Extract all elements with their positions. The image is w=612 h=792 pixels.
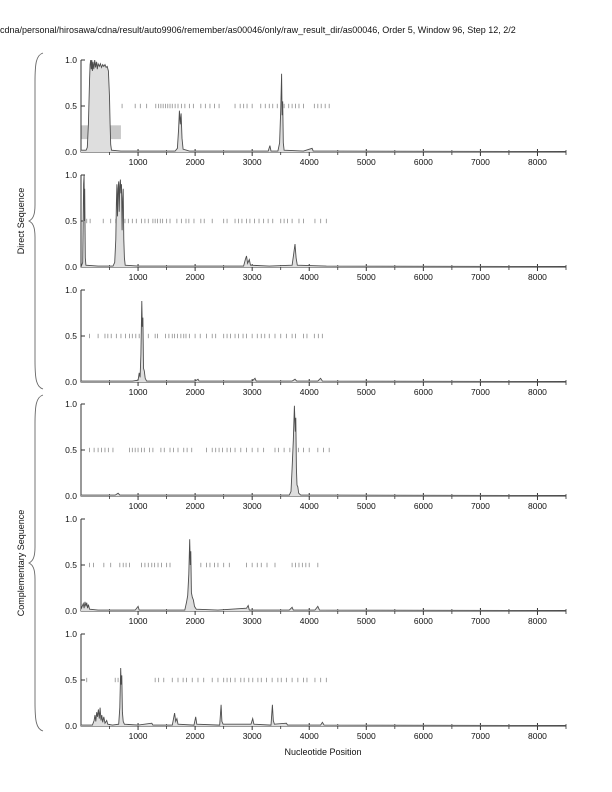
brace-path <box>28 52 44 390</box>
x-tick-label: 3000 <box>243 616 262 626</box>
x-tick-label: 7000 <box>471 501 490 511</box>
y-tick-label: 0.0 <box>65 491 77 501</box>
x-tick-label: 7000 <box>471 272 490 282</box>
x-tick-label: 3000 <box>243 272 262 282</box>
x-tick-label: 6000 <box>414 157 433 167</box>
x-tick-label: 8000 <box>528 272 547 282</box>
x-tick-label: 5000 <box>357 731 376 741</box>
x-tick-label: 2000 <box>186 731 205 741</box>
x-tick-label: 5000 <box>357 157 376 167</box>
x-tick-label: 7000 <box>471 731 490 741</box>
x-tick-label: 5000 <box>357 501 376 511</box>
x-tick-label: 4000 <box>300 616 319 626</box>
probability-curve <box>81 405 567 496</box>
x-tick-label: 6000 <box>414 501 433 511</box>
x-tick-label: 1000 <box>129 387 148 397</box>
complementary-sequence-label: Complementary Sequence <box>16 509 26 617</box>
x-tick-label: 4000 <box>300 731 319 741</box>
x-tick-label: 5000 <box>357 272 376 282</box>
x-tick-label: 6000 <box>414 731 433 741</box>
y-tick-label: 0.5 <box>65 101 77 111</box>
probability-curve-fill <box>81 539 566 611</box>
x-tick-label: 4000 <box>300 387 319 397</box>
probability-curve <box>80 539 567 611</box>
x-tick-label: 1000 <box>129 157 148 167</box>
result-path-title: cdna/personal/hirosawa/cdna/result/auto9… <box>0 25 516 35</box>
axes <box>80 60 566 153</box>
y-tick-label: 1.0 <box>65 171 77 180</box>
y-tick-label: 0.5 <box>65 560 77 570</box>
brace-path <box>28 394 44 732</box>
x-axis-label: Nucleotide Position <box>284 747 362 757</box>
x-tick-label: 2000 <box>186 616 205 626</box>
x-tick-label: 7000 <box>471 157 490 167</box>
x-tick-label: 4000 <box>300 157 319 167</box>
x-tick-label: 3000 <box>243 387 262 397</box>
axes <box>80 290 566 383</box>
x-tick-label: 7000 <box>471 387 490 397</box>
y-tick-label: 0.5 <box>65 216 77 226</box>
x-tick-label: 3000 <box>243 501 262 511</box>
axes <box>80 175 566 268</box>
probability-curve-fill <box>81 301 566 382</box>
probability-curve <box>81 300 567 382</box>
x-tick-label: 6000 <box>414 616 433 626</box>
x-tick-label: 2000 <box>186 272 205 282</box>
probability-curve-fill <box>81 175 566 267</box>
panel-plot-complementary-frame-2: 0.0 0.5 1.0 1000 2000 3000 4000 5000 6000 7000 800… <box>65 515 567 626</box>
x-tick-label: 8000 <box>528 616 547 626</box>
x-tick-label: 1000 <box>129 501 148 511</box>
x-tick-label: 2000 <box>186 387 205 397</box>
x-tick-label: 6000 <box>414 272 433 282</box>
y-tick-label: 0.5 <box>65 445 77 455</box>
y-tick-label: 0.0 <box>65 147 77 157</box>
direct-sequence-label: Direct Sequence <box>16 187 26 255</box>
y-tick-label: 1.0 <box>65 515 77 524</box>
panel-plot-complementary-frame-1: 0.0 0.5 1.0 1000 2000 3000 4000 5000 6000 7000 800… <box>65 400 567 511</box>
y-tick-label: 0.0 <box>65 262 77 272</box>
y-tick-label: 1.0 <box>65 286 77 295</box>
x-tick-label: 6000 <box>414 387 433 397</box>
x-tick-label: 8000 <box>528 501 547 511</box>
x-tick-label: 1000 <box>129 731 148 741</box>
direct-sequence-brace <box>28 52 44 390</box>
y-tick-label: 1.0 <box>65 630 77 639</box>
y-tick-label: 0.0 <box>65 606 77 616</box>
panel-plot-complementary-frame-3: 0.0 0.5 1.0 1000 2000 3000 4000 5000 6000 7000 800… <box>65 630 567 741</box>
complementary-sequence-brace <box>28 394 44 732</box>
x-tick-label: 5000 <box>357 616 376 626</box>
y-tick-label: 0.5 <box>65 675 77 685</box>
x-tick-label: 5000 <box>357 387 376 397</box>
y-tick-label: 0.0 <box>65 377 77 387</box>
y-tick-label: 0.5 <box>65 331 77 341</box>
x-tick-label: 3000 <box>243 157 262 167</box>
axes <box>80 519 566 612</box>
axes <box>80 634 566 727</box>
probability-curve <box>80 174 567 268</box>
probability-curve-fill <box>81 668 566 726</box>
x-tick-label: 1000 <box>129 616 148 626</box>
x-tick-label: 8000 <box>528 731 547 741</box>
probability-curve-fill <box>81 60 566 152</box>
x-tick-label: 8000 <box>528 387 547 397</box>
x-tick-label: 7000 <box>471 616 490 626</box>
panel-plot-direct-frame-2: 0.0 0.5 1.0 1000 2000 3000 4000 5000 6000 7000 800… <box>65 171 567 282</box>
x-tick-label: 1000 <box>129 272 148 282</box>
y-tick-label: 0.0 <box>65 721 77 731</box>
x-tick-label: 2000 <box>186 501 205 511</box>
probability-curve <box>81 59 567 152</box>
x-tick-label: 8000 <box>528 157 547 167</box>
panel-plot-direct-frame-1: 0.0 0.5 1.0 1000 2000 3000 4000 5000 6000 7000 800… <box>65 56 567 167</box>
probability-curve <box>81 667 567 726</box>
x-tick-label: 3000 <box>243 731 262 741</box>
y-tick-label: 1.0 <box>65 400 77 409</box>
y-tick-label: 1.0 <box>65 56 77 65</box>
x-tick-label: 4000 <box>300 272 319 282</box>
panel-plot-direct-frame-3: 0.0 0.5 1.0 1000 2000 3000 4000 5000 6000 7000 800… <box>65 286 567 397</box>
x-tick-label: 2000 <box>186 157 205 167</box>
x-tick-label: 4000 <box>300 501 319 511</box>
